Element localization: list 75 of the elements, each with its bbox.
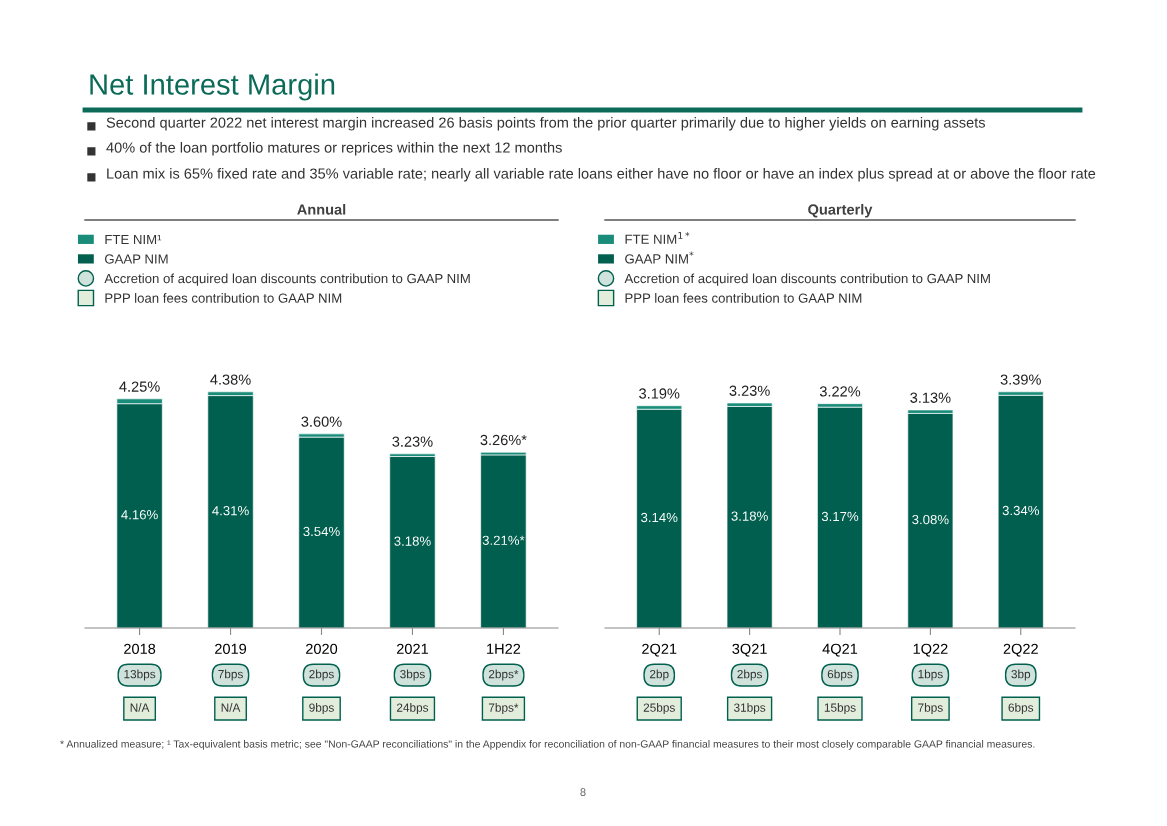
x-tick-label: 2021 xyxy=(396,643,428,654)
data-label: 3.08% xyxy=(912,514,949,525)
text: Accretion of acquired loan discounts contribution to GAAP NIM xyxy=(624,273,990,286)
text: 3bps xyxy=(400,669,425,681)
text: 40% of the loan portfolio matures or reprices within the next 12 months xyxy=(106,142,562,156)
x-tick-label: 2019 xyxy=(215,643,247,654)
text: 25bps xyxy=(643,703,675,715)
data-label: 3.21%* xyxy=(482,535,525,545)
text: 2bps xyxy=(737,669,762,681)
text: 3bp xyxy=(1011,669,1031,681)
text: 2bp xyxy=(649,669,669,681)
total-label: 3.23% xyxy=(392,436,433,447)
x-tick-label: 2020 xyxy=(306,643,338,654)
total-label: 4.38% xyxy=(210,374,251,385)
total-label: 3.60% xyxy=(301,416,342,427)
text: 2bps xyxy=(309,669,334,681)
text: 9bps xyxy=(309,703,334,715)
data-label: 4.31% xyxy=(212,505,249,516)
text: 13bps xyxy=(124,669,156,681)
text: 6bps xyxy=(1008,703,1034,715)
total-label: 3.19% xyxy=(639,388,680,399)
total-label: 3.26%* xyxy=(480,434,527,446)
bar xyxy=(480,454,527,628)
text: 15bps xyxy=(824,703,856,715)
text: 24bps xyxy=(396,703,429,715)
text: N/A xyxy=(221,703,241,712)
data-label: 3.18% xyxy=(394,536,431,546)
chart-title: Annual xyxy=(297,203,346,215)
data-label: 3.14% xyxy=(641,512,678,523)
text: PPP loan fees contribution to GAAP NIM xyxy=(625,293,862,303)
text: 6bps xyxy=(827,669,853,681)
bar xyxy=(298,436,345,628)
bar xyxy=(907,413,954,628)
legend-label: FTE NIM$^{1*}$ xyxy=(625,231,690,244)
bar xyxy=(389,456,436,628)
total-label: 4.25% xyxy=(119,381,160,392)
text: 31bps xyxy=(733,703,766,715)
x-tick-label: 4Q21 xyxy=(822,643,858,657)
total-label: 3.13% xyxy=(910,392,951,403)
text: Second quarter 2022 net interest margin increased 26 basis points from the prior quarter primarily due to higher yields on earning assets xyxy=(106,117,985,131)
x-tick-label: 1H22 xyxy=(487,643,521,654)
legend-label: FTE NIM¹ xyxy=(105,234,162,244)
total-label: 3.39% xyxy=(1000,374,1041,385)
text: 8 xyxy=(580,788,586,796)
bar xyxy=(636,408,683,628)
text: 7bps xyxy=(918,703,943,715)
x-tick-label: 3Q21 xyxy=(732,643,767,657)
text: 1bps xyxy=(918,669,943,681)
text: Loan mix is 65% fixed rate and 35% variable rate; nearly all variable rate loans either have no floor or have an index plus spread at or above the floor rate xyxy=(107,168,1096,182)
legend-label: GAAP NIM xyxy=(105,254,168,264)
x-tick-label: 1Q22 xyxy=(913,643,948,657)
x-tick-label: 2018 xyxy=(124,643,156,654)
data-label: 3.34% xyxy=(1002,505,1040,516)
data-label: 3.54% xyxy=(303,526,340,537)
text: PPP loan fees contribution to GAAP NIM xyxy=(105,293,342,303)
total-label: 3.22% xyxy=(819,386,861,397)
data-label: 3.17% xyxy=(821,511,859,522)
data-label: 4.16% xyxy=(121,510,158,520)
text: N/A xyxy=(130,703,150,712)
text: 7bps xyxy=(218,669,243,681)
bar xyxy=(997,394,1044,628)
legend-label: GAAP NIM$^{*}$ xyxy=(625,251,694,264)
bar xyxy=(726,406,773,628)
text: * Annualized measure; ¹ Tax-equivalent basis metric; see "Non-GAAP reconciliations" in the Appendix for reconciliation of non-GAAP financial measures to their most closely comparable GAAP financial measures. xyxy=(60,740,1035,750)
data-label: 3.18% xyxy=(731,511,768,521)
x-tick-label: 2Q21 xyxy=(642,643,677,657)
total-label: 3.23% xyxy=(729,385,770,396)
bar xyxy=(817,406,863,628)
chart-title: Quarterly xyxy=(808,203,873,218)
bar xyxy=(207,395,254,628)
x-tick-label: 2Q22 xyxy=(1003,643,1038,657)
text: 2bps* xyxy=(488,669,519,681)
text: 7bps* xyxy=(488,703,519,715)
text: Net Interest Margin xyxy=(90,73,335,101)
text: Accretion of acquired loan discounts contribution to GAAP NIM xyxy=(104,273,470,286)
